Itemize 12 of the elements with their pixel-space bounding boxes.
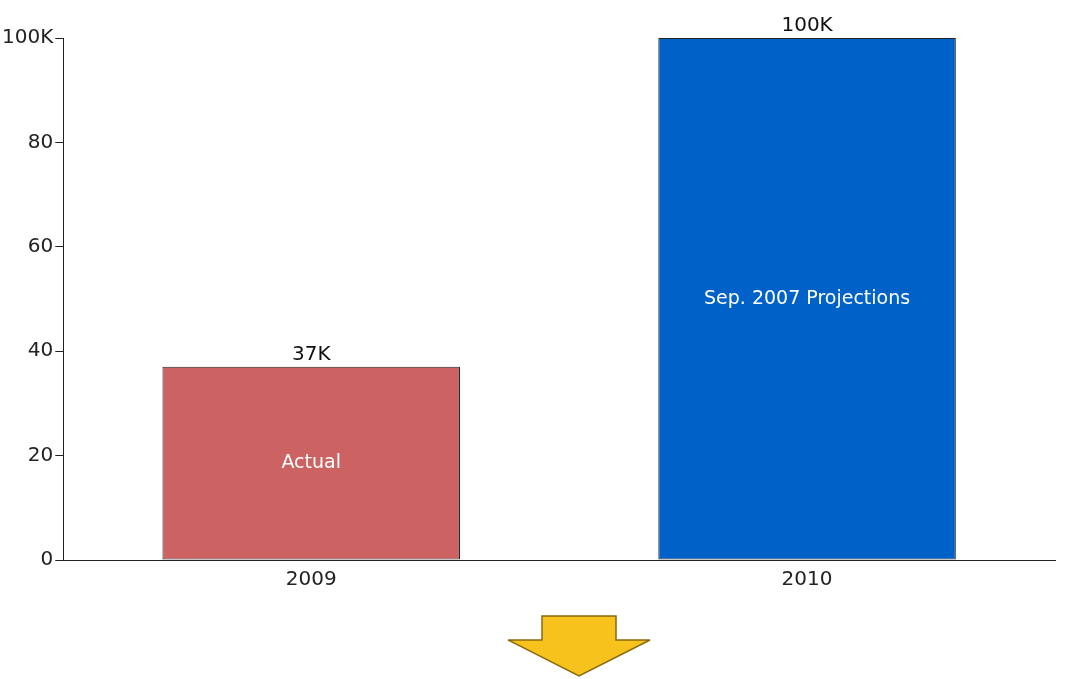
y-tick-label: 60: [27, 233, 54, 257]
x-tick-label: 2010: [781, 566, 833, 591]
y-tick-label: 0: [40, 546, 54, 571]
y-tick-label: 40: [27, 337, 54, 362]
annotation: Actual: [281, 450, 341, 473]
data-label: 37K: [291, 341, 332, 366]
annotation: Sep. 2007 Projections: [704, 285, 911, 308]
x-tick-label: 2009: [285, 566, 337, 591]
data-label: 100K: [781, 12, 834, 37]
y-tick-label: 20: [27, 441, 54, 466]
y-tick-label: 80: [27, 128, 54, 153]
y-tick-label: 100K: [1, 24, 55, 49]
